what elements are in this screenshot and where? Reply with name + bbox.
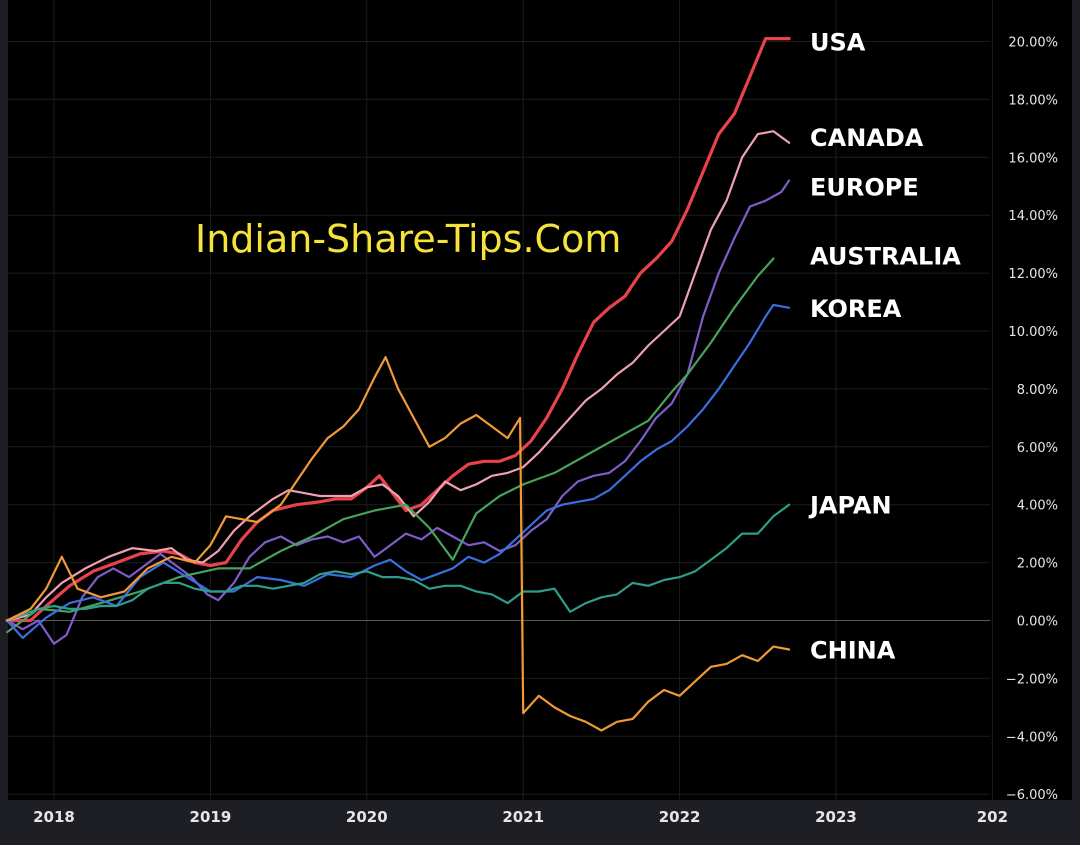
x-axis-ticks: 2018 2019 2020 2021 2022 2023 202 [33,808,1008,826]
y-tick-label: 16.00% [1008,151,1058,166]
y-axis-ticks: 20.00% 18.00% 16.00% 14.00% 12.00% 10.00% 8.00… [1006,36,1058,804]
series-label-australia: AUSTRALIA [810,243,961,271]
y-tick-label: −6.00% [1006,788,1058,803]
series-lines [5,37,791,732]
series-label-china: CHINA [810,636,896,664]
series-labels: USA CANADA EUROPE AUSTRALIA KOREA JAPAN CHINA [808,29,961,665]
x-tick-label: 2019 [190,808,232,826]
series-line-korea [6,303,791,639]
y-tick-label: 14.00% [1008,209,1058,224]
y-tick-label: 10.00% [1008,325,1058,340]
series-label-usa: USA [810,29,866,57]
y-tick-label: 20.00% [1008,36,1058,51]
x-tick-label: 2022 [659,808,701,826]
x-tick-label: 2018 [33,808,75,826]
series-label-japan: JAPAN [808,492,892,520]
y-tick-label: 6.00% [1017,441,1058,456]
watermark-text: Indian-Share-Tips.Com [195,217,621,261]
y-tick-label: 0.00% [1017,615,1058,630]
y-tick-label: 8.00% [1017,383,1058,398]
y-tick-label: 12.00% [1008,267,1058,282]
series-label-korea: KOREA [810,295,902,323]
plot-area [8,0,1072,800]
y-tick-label: 2.00% [1017,557,1058,572]
series-line-europe [6,179,791,645]
y-tick-label: −2.00% [1006,672,1058,687]
x-tick-label: 2020 [346,808,388,826]
x-tick-label: 2021 [502,808,544,826]
series-line-canada [6,130,791,622]
series-line-japan [6,503,791,622]
x-tick-label: 2023 [815,808,857,826]
series-line-china [6,356,791,732]
y-tick-label: 18.00% [1008,93,1058,108]
grid [8,0,993,800]
y-tick-label: −4.00% [1006,730,1058,745]
series-label-canada: CANADA [810,124,924,152]
series-label-europe: EUROPE [810,173,919,201]
x-tick-label: 202 [977,808,1008,826]
y-tick-label: 4.00% [1017,499,1058,514]
series-line-usa [5,37,791,623]
